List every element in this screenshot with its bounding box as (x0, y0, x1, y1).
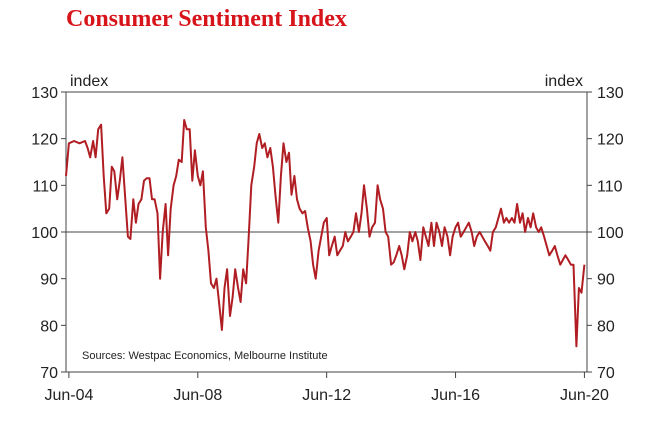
x-tick-label: Jun-12 (302, 387, 351, 404)
y-tick-label-right: 90 (597, 272, 615, 289)
series-layer (65, 119, 586, 348)
y-tick-label-left: 110 (32, 178, 58, 195)
x-tick-label: Jun-20 (560, 387, 609, 404)
y-axis-label-left: index (70, 73, 108, 90)
y-tick-label-left: 70 (40, 365, 58, 382)
x-tick-label: Jun-08 (173, 387, 222, 404)
y-tick-label-right: 100 (597, 225, 624, 242)
y-tick-label-left: 80 (40, 318, 58, 335)
y-tick-label-left: 90 (40, 272, 58, 289)
y-tick-label-left: 120 (31, 132, 58, 149)
y-tick-label-right: 110 (597, 178, 623, 195)
x-tick-label: Jun-16 (431, 387, 480, 404)
y-tick-label-left: 130 (31, 85, 58, 102)
y-tick-label-left: 100 (31, 225, 58, 242)
y-tick-label-right: 80 (597, 318, 615, 335)
y-tick-label-right: 120 (597, 132, 624, 149)
series-line-consumer-sentiment (65, 119, 586, 348)
y-tick-label-right: 130 (597, 85, 624, 102)
axes-layer: 70 70 80 80 90 90 100 100 110 110 120 120 130 130 Jun-… (31, 85, 624, 404)
x-tick-label: Jun-04 (44, 387, 93, 404)
source-note: Sources: Westpac Economics, Melbourne In… (82, 350, 328, 362)
y-tick-label-right: 70 (597, 365, 615, 382)
chart-title: Consumer Sentiment Index (66, 6, 347, 32)
y-axis-label-right: index (545, 73, 583, 90)
